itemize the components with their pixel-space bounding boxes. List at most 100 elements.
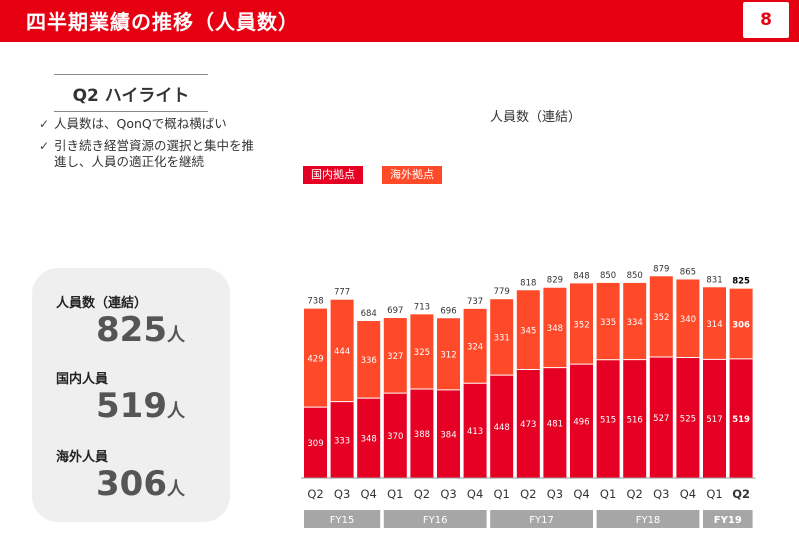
data-label-overseas: 352 xyxy=(653,313,669,323)
x-tick-label: Q1 xyxy=(387,487,403,501)
x-tick-label: Q3 xyxy=(334,487,350,501)
data-label-total: 696 xyxy=(440,306,456,316)
bar-overseas xyxy=(410,314,434,389)
x-tick-label: Q3 xyxy=(547,487,563,501)
data-label-total: 825 xyxy=(732,277,750,287)
bar-domestic xyxy=(570,364,593,478)
x-tick-label: Q3 xyxy=(440,487,456,501)
fiscal-year-label: FY16 xyxy=(423,515,448,526)
check-icon: ✓ xyxy=(39,139,50,153)
bar-overseas xyxy=(676,279,700,358)
data-label-overseas: 429 xyxy=(307,354,323,364)
data-label-overseas: 327 xyxy=(387,352,403,362)
data-label-total: 738 xyxy=(307,297,323,307)
overseas-label: 海外人員 xyxy=(56,450,109,465)
bar-domestic xyxy=(543,367,567,478)
data-label-total: 713 xyxy=(414,302,430,312)
data-label-domestic: 413 xyxy=(467,427,483,437)
bar-domestic xyxy=(596,359,620,478)
data-label-overseas: 348 xyxy=(547,324,563,334)
data-label-overseas: 352 xyxy=(573,320,589,330)
bar-domestic xyxy=(649,357,673,478)
data-label-total: 697 xyxy=(387,306,403,316)
bar-overseas xyxy=(304,308,327,408)
bar-domestic xyxy=(357,398,381,478)
fiscal-year-band xyxy=(703,510,753,528)
page-number: 8 xyxy=(743,2,789,38)
bar-overseas xyxy=(437,318,460,390)
bar-overseas xyxy=(330,299,354,402)
bar-domestic xyxy=(516,369,540,478)
bar-domestic xyxy=(463,383,487,478)
data-label-domestic: 496 xyxy=(573,418,589,428)
data-label-total: 865 xyxy=(680,267,696,277)
bar-overseas xyxy=(729,288,753,359)
bar-domestic xyxy=(729,358,753,478)
data-label-total: 829 xyxy=(547,276,563,286)
bar-domestic xyxy=(676,357,700,478)
data-label-overseas: 314 xyxy=(706,320,722,330)
bar-overseas xyxy=(703,287,726,360)
bar-overseas xyxy=(570,283,593,365)
domestic-unit: 人 xyxy=(166,401,185,422)
bar-overseas xyxy=(649,276,673,358)
x-tick-label: Q2 xyxy=(307,487,323,501)
data-label-overseas: 336 xyxy=(361,356,377,366)
bar-domestic xyxy=(437,389,460,478)
domestic-value: 519人 xyxy=(96,386,185,426)
overseas-unit: 人 xyxy=(166,479,185,500)
highlight-bullet-text: 引き続き経営資源の選択と集中を推進し、人員の適正化を継続 xyxy=(54,138,255,169)
highlight-bullet: ✓ 人員数は、QonQで概ね横ばい xyxy=(36,116,256,132)
bar-overseas xyxy=(516,290,540,370)
data-label-total: 779 xyxy=(494,287,510,297)
bar-overseas xyxy=(543,287,567,368)
data-label-overseas: 444 xyxy=(334,347,350,357)
bar-overseas xyxy=(383,318,407,394)
x-tick-label: Q4 xyxy=(680,487,696,501)
overseas-value: 306人 xyxy=(96,464,185,504)
highlight-title: Q2 ハイライト xyxy=(72,85,190,106)
data-label-domestic: 515 xyxy=(600,415,616,425)
data-label-total: 684 xyxy=(361,309,377,319)
chart-title: 人員数（連結） xyxy=(490,110,582,125)
fiscal-year-band xyxy=(304,510,381,528)
total-label: 人員数（連結） xyxy=(56,296,148,311)
data-label-overseas: 335 xyxy=(600,318,616,328)
data-label-total: 777 xyxy=(334,288,350,298)
data-label-overseas: 306 xyxy=(732,320,750,330)
data-label-total: 818 xyxy=(520,278,536,288)
bar-overseas xyxy=(490,299,514,376)
bar-domestic xyxy=(410,388,434,478)
data-label-overseas: 334 xyxy=(627,318,643,328)
bar-overseas xyxy=(463,308,487,384)
data-label-domestic: 525 xyxy=(680,414,696,424)
data-label-total: 831 xyxy=(706,275,722,285)
data-label-domestic: 348 xyxy=(361,435,377,445)
x-tick-label: Q1 xyxy=(706,487,722,501)
data-label-total: 737 xyxy=(467,297,483,307)
bar-domestic xyxy=(304,407,327,478)
data-label-total: 848 xyxy=(573,271,589,281)
summary-panel: 人員数（連結） 825人 国内人員 519人 海外人員 306人 xyxy=(32,268,230,522)
legend-domestic: 国内拠点 xyxy=(303,166,363,184)
bar-domestic xyxy=(383,393,407,478)
bar-overseas xyxy=(357,321,381,399)
x-tick-label: Q4 xyxy=(573,487,589,501)
page-header: 四半期業績の推移（人員数） 8 xyxy=(0,0,799,42)
check-icon: ✓ xyxy=(39,117,50,131)
domestic-number: 519 xyxy=(96,386,167,426)
data-label-domestic: 481 xyxy=(547,419,563,429)
bar-domestic xyxy=(703,359,726,478)
data-label-total: 850 xyxy=(600,271,616,281)
x-tick-label: Q2 xyxy=(732,487,750,501)
data-label-domestic: 388 xyxy=(414,430,430,440)
data-label-domestic: 370 xyxy=(387,432,403,442)
data-label-domestic: 473 xyxy=(520,420,536,430)
data-label-domestic: 384 xyxy=(440,430,456,440)
x-tick-label: Q2 xyxy=(520,487,536,501)
fiscal-year-label: FY17 xyxy=(529,515,554,526)
data-label-overseas: 312 xyxy=(440,351,456,361)
domestic-label: 国内人員 xyxy=(56,372,109,387)
page-title: 四半期業績の推移（人員数） xyxy=(26,10,299,34)
